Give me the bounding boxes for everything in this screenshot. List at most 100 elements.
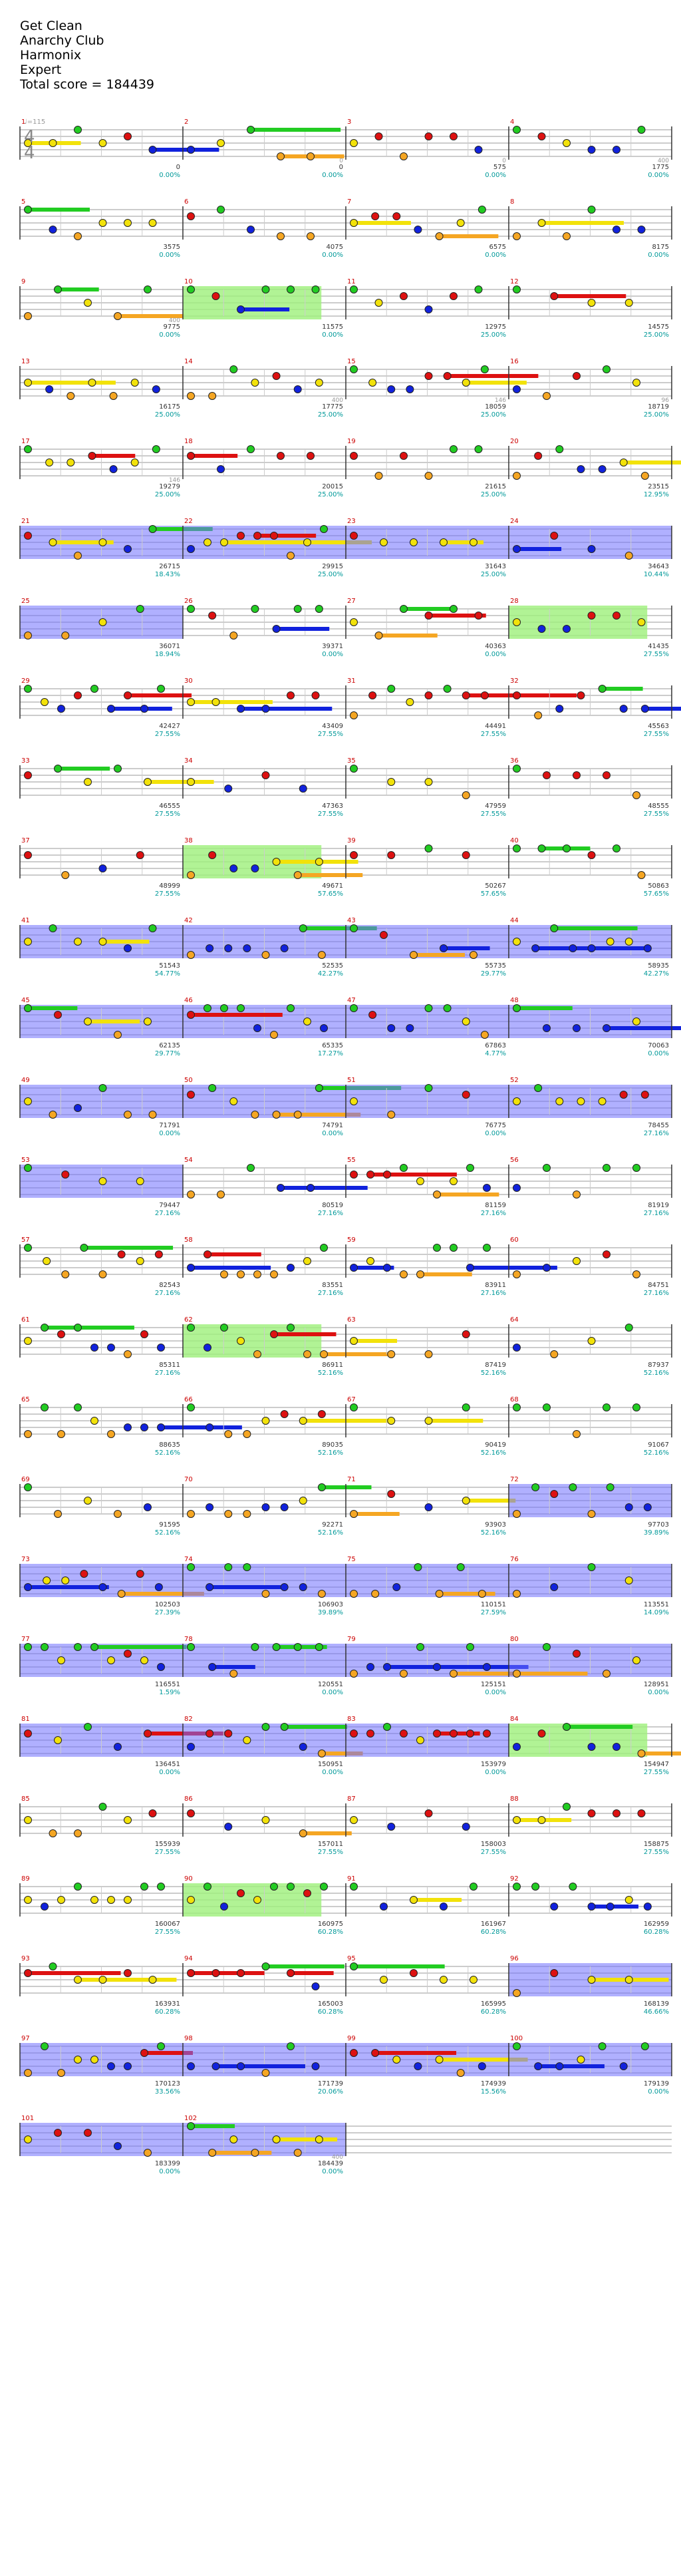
- note-gem: [303, 1017, 311, 1025]
- note-gem: [371, 212, 380, 220]
- measure-score: 89035: [322, 1441, 343, 1449]
- measure-number: 15: [347, 358, 356, 365]
- note-gem: [124, 1650, 132, 1658]
- note-gem: [303, 1350, 311, 1358]
- note-gem: [187, 698, 195, 706]
- note-gem: [84, 1017, 92, 1025]
- sustain-note: [517, 547, 562, 551]
- note-gem: [277, 232, 285, 240]
- note-gem: [450, 132, 458, 140]
- note-gem: [350, 1171, 358, 1179]
- sustain-note: [102, 940, 150, 944]
- measure-score: 78455: [648, 1122, 669, 1129]
- note-gem: [320, 1024, 328, 1032]
- note-gem: [272, 625, 281, 633]
- measure-percent: 27.16%: [481, 1210, 506, 1217]
- note-gem: [350, 1004, 358, 1012]
- measure-score: 31643: [485, 563, 506, 570]
- sustain-note: [291, 1971, 334, 1975]
- note-gem: [114, 765, 122, 773]
- note-gem: [513, 1270, 521, 1278]
- note-gem: [624, 1503, 633, 1511]
- note-gem: [205, 1503, 214, 1511]
- measure-number: 36: [510, 757, 519, 765]
- note-gem: [24, 206, 32, 214]
- note-gem: [606, 1903, 614, 1911]
- note-gem: [400, 452, 408, 460]
- note-gem: [483, 1244, 491, 1252]
- measure-number: 45: [21, 997, 30, 1004]
- note-gem: [287, 691, 295, 699]
- measure-score: 161967: [481, 1921, 506, 1928]
- note-gem: [350, 219, 358, 227]
- measure-score: 52535: [322, 962, 343, 970]
- note-gem: [387, 1417, 396, 1425]
- measure-number: 32: [510, 677, 519, 685]
- measure-score: 165003: [318, 2000, 343, 2008]
- note-gem: [435, 232, 444, 240]
- note-gem: [287, 1324, 295, 1332]
- note-gem: [272, 372, 281, 380]
- measure-percent: 0.00%: [322, 1769, 343, 1776]
- note-gem: [470, 538, 477, 546]
- measure-number: 68: [510, 1396, 519, 1403]
- note-gem: [632, 791, 640, 799]
- measure-note-score: 400: [169, 317, 180, 324]
- note-gem: [67, 392, 75, 400]
- measure-percent: 27.55%: [644, 1849, 669, 1856]
- note-gem: [205, 944, 214, 952]
- note-gem: [632, 1017, 640, 1025]
- measure-score: 43409: [322, 723, 343, 730]
- measure-percent: 0.00%: [485, 252, 506, 259]
- measure-score: 19279: [159, 483, 180, 490]
- note-gem: [440, 944, 448, 952]
- measure-percent: 27.16%: [644, 1210, 669, 1217]
- measure-percent: 0.00%: [322, 172, 343, 179]
- note-gem: [350, 851, 358, 859]
- note-gem: [253, 532, 261, 540]
- measure-percent: 27.16%: [155, 1210, 180, 1217]
- note-gem: [261, 1417, 270, 1425]
- measure-percent: 1.59%: [159, 1689, 180, 1696]
- measure-percent: 27.55%: [318, 811, 343, 818]
- song-info: Get Clean Anarchy Club Harmonix Expert T…: [20, 19, 154, 92]
- measure-percent: 52.16%: [318, 1370, 343, 1377]
- note-gem: [550, 924, 559, 932]
- measure-number: 100: [510, 2035, 523, 2042]
- measure-note-score: 96: [662, 397, 670, 404]
- note-gem: [237, 1337, 245, 1345]
- measure-score: 26715: [159, 563, 180, 570]
- measure-score: 113551: [644, 1601, 669, 1608]
- note-gem: [211, 292, 220, 300]
- measure-number: 38: [184, 837, 193, 844]
- note-gem: [513, 938, 521, 946]
- note-gem: [124, 219, 132, 227]
- note-gem: [435, 2056, 444, 2064]
- measure-number: 46: [184, 997, 193, 1004]
- measure-number: 33: [21, 757, 30, 765]
- note-gem: [84, 1723, 92, 1731]
- note-gem: [414, 2062, 422, 2070]
- note-gem: [416, 1270, 424, 1278]
- measure-percent: 14.09%: [644, 1609, 669, 1616]
- measure-score: 81919: [648, 1202, 669, 1209]
- measure-percent: 27.16%: [644, 1130, 669, 1137]
- measure-percent: 0.00%: [648, 172, 669, 179]
- note-gem: [531, 944, 540, 952]
- note-gem: [543, 1643, 551, 1651]
- note-gem: [640, 2042, 649, 2050]
- note-gem: [387, 1024, 396, 1032]
- note-gem: [414, 1563, 422, 1571]
- note-gem: [272, 858, 281, 866]
- note-gem: [224, 1730, 233, 1738]
- note-gem: [624, 1324, 633, 1332]
- measure-percent: 52.16%: [481, 1529, 506, 1537]
- sustain-note: [88, 1019, 140, 1023]
- note-gem: [598, 2042, 607, 2050]
- note-gem: [320, 525, 328, 533]
- measure-percent: 60.28%: [644, 1929, 669, 1936]
- measure-score: 6575: [489, 244, 506, 251]
- sustain-note: [276, 1113, 361, 1117]
- note-gem: [24, 2135, 32, 2143]
- measure-number: 51: [347, 1077, 356, 1084]
